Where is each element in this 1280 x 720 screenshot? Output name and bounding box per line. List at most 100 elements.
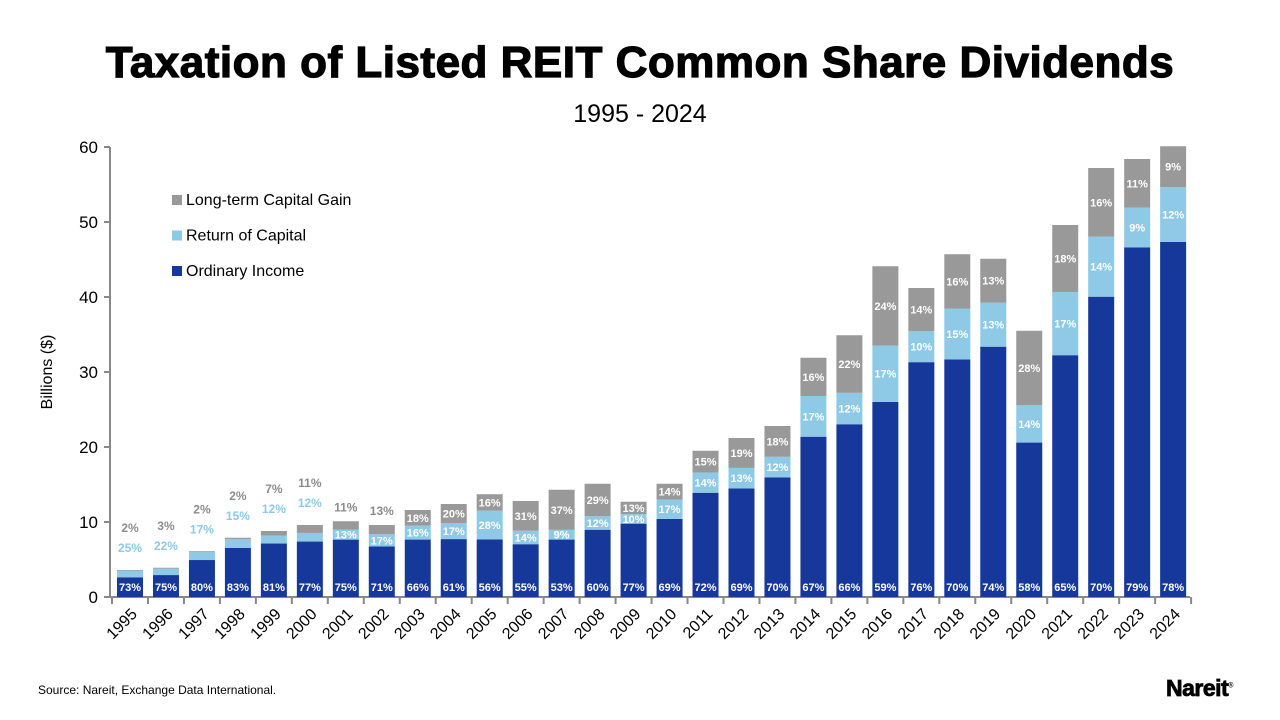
y-axis-label: Billions ($) (39, 335, 56, 410)
bar-segment-return-of-capital (1124, 207, 1151, 248)
x-tick-label: 2013 (751, 606, 788, 643)
data-label: 17% (371, 535, 393, 547)
data-label: 56% (479, 582, 501, 594)
bar-segment-long-term-capital-gain (764, 426, 791, 457)
bar-segment-long-term-capital-gain (260, 531, 287, 536)
bar-segment-long-term-capital-gain (1052, 225, 1079, 292)
data-label: 70% (946, 582, 968, 594)
data-label: 29% (587, 495, 609, 507)
data-label: 16% (802, 372, 824, 384)
source-note: Source: Nareit, Exchange Data Internatio… (38, 683, 277, 697)
bar-segment-ordinary-income (980, 346, 1007, 597)
chart-title: Taxation of Listed REIT Common Share Div… (105, 37, 1175, 87)
bar-segment-long-term-capital-gain (117, 570, 143, 571)
data-label: 19% (730, 448, 752, 460)
x-tick-label: 2018 (931, 606, 968, 643)
data-label: 55% (515, 582, 537, 594)
bar-segment-return-of-capital (728, 467, 755, 489)
data-label: 14% (659, 487, 681, 499)
x-tick-label: 1999 (248, 606, 285, 643)
bar-segment-return-of-capital (224, 538, 251, 548)
data-label: 75% (335, 582, 357, 594)
bar-segment-return-of-capital (1016, 405, 1043, 443)
data-label: 16% (479, 497, 501, 509)
bar-segment-return-of-capital (584, 516, 611, 530)
data-label: 65% (1054, 582, 1076, 594)
data-label: 72% (695, 582, 717, 594)
bar-segment-ordinary-income (260, 543, 287, 597)
bar-segment-ordinary-income (117, 577, 143, 597)
data-label: 12% (587, 518, 609, 530)
x-tick-label: 2012 (715, 606, 752, 643)
data-label: 11% (298, 476, 322, 490)
data-label: 2% (193, 502, 211, 516)
x-tick-label: 2011 (680, 606, 716, 642)
data-label: 73% (119, 582, 141, 594)
bar-segment-return-of-capital (404, 525, 431, 540)
legend-swatch (172, 230, 182, 241)
y-tick-label: 30 (79, 363, 98, 382)
bar-segment-return-of-capital (908, 331, 935, 363)
x-tick-label: 2010 (643, 606, 680, 643)
bar-segment-ordinary-income (584, 529, 611, 597)
bar-segment-long-term-capital-gain (368, 525, 395, 535)
bar-segment-long-term-capital-gain (584, 483, 611, 517)
data-label: 10% (623, 514, 645, 526)
bar-segment-ordinary-income (1088, 296, 1115, 597)
data-label: 81% (263, 582, 285, 594)
data-label: 79% (1126, 582, 1148, 594)
bar-segment-return-of-capital (944, 308, 971, 360)
bar-segment-return-of-capital (332, 529, 359, 540)
data-label: 15% (226, 509, 250, 523)
bar-segment-return-of-capital (296, 532, 323, 542)
legend-label: Long-term Capital Gain (186, 192, 351, 209)
data-label: 66% (838, 582, 860, 594)
data-label: 18% (1054, 253, 1076, 265)
bar-segment-ordinary-income (1052, 355, 1079, 597)
data-label: 14% (515, 532, 537, 544)
bar-segment-long-term-capital-gain (908, 288, 935, 332)
data-label: 76% (910, 582, 932, 594)
logo-text: Nareit (1166, 675, 1230, 702)
data-label: 58% (1018, 582, 1040, 594)
data-label: 17% (659, 504, 681, 516)
x-tick-label: 2021 (1039, 606, 1076, 643)
data-label: 37% (551, 505, 573, 517)
legend-swatch (172, 195, 182, 205)
bar-segment-ordinary-income (224, 547, 251, 597)
y-tick-label: 50 (79, 213, 98, 232)
data-label: 9% (1165, 162, 1181, 174)
x-tick-label: 2000 (283, 606, 320, 643)
bar-segment-return-of-capital (1088, 236, 1115, 297)
bar-segment-ordinary-income (1016, 442, 1043, 597)
bar-segment-ordinary-income (692, 492, 719, 597)
bar-segment-long-term-capital-gain (656, 483, 683, 500)
x-tick-label: 2003 (391, 606, 428, 643)
bar-segment-return-of-capital (692, 472, 719, 493)
bar-segment-return-of-capital (548, 529, 575, 540)
x-tick-label: 2023 (1111, 606, 1148, 643)
bar-segment-return-of-capital (620, 514, 647, 524)
data-label: 12% (262, 502, 286, 516)
bar-segment-long-term-capital-gain (224, 537, 251, 539)
bar-segment-return-of-capital (764, 456, 791, 478)
data-label: 15% (695, 457, 717, 469)
data-label: 20% (443, 508, 465, 520)
x-tick-label: 1996 (140, 606, 177, 643)
data-label: 9% (554, 530, 570, 542)
data-label: 2% (121, 521, 139, 535)
data-label: 18% (766, 436, 788, 448)
x-tick-label: 2008 (571, 606, 608, 643)
data-label: 12% (766, 462, 788, 474)
data-label: 3% (157, 519, 175, 533)
x-tick-label: 2009 (607, 606, 644, 643)
data-label: 17% (443, 526, 465, 538)
bar-segment-long-term-capital-gain (872, 266, 899, 346)
data-label: 13% (623, 503, 645, 515)
bar-segment-long-term-capital-gain (1088, 168, 1115, 237)
y-tick-label: 40 (79, 288, 98, 307)
bar-segment-long-term-capital-gain (836, 335, 863, 393)
data-label: 59% (874, 582, 896, 594)
data-label: 74% (982, 582, 1004, 594)
data-label: 70% (766, 582, 788, 594)
